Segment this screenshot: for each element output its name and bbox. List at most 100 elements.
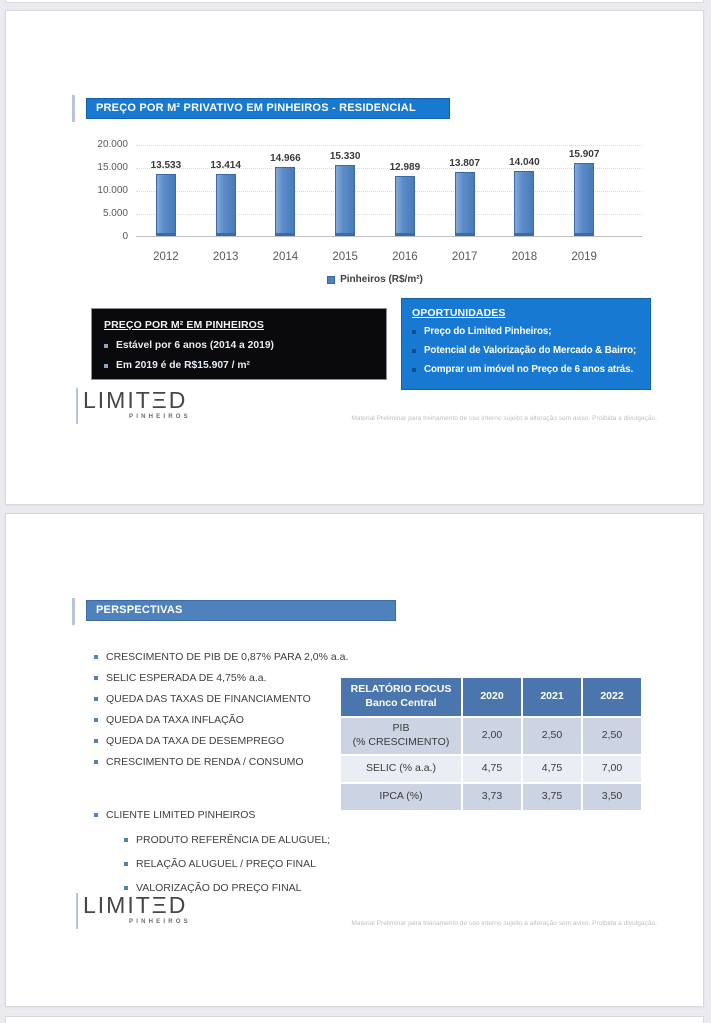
gridline	[136, 168, 642, 169]
bullet-text: SELIC ESPERADA DE 4,75% a.a.	[106, 672, 267, 684]
chart-bar-value-2014: 14.966	[270, 153, 301, 164]
chart-bar-2016	[394, 176, 415, 236]
gridline	[136, 145, 642, 146]
chart-bar-2015	[335, 165, 356, 236]
logo-text: LIMITΞD	[83, 387, 188, 413]
bullet-square-icon	[124, 862, 128, 866]
table-header-row: RELATÓRIO FOCUS Banco Central 2020 2021 2022	[341, 678, 641, 716]
bullet-square-icon	[104, 344, 108, 348]
limited-logo: LIMITΞD PINHEIROS	[83, 892, 191, 926]
chart-bar-2014	[275, 167, 296, 236]
x-tick-label-2017: 2017	[451, 251, 478, 263]
table-cell: 2,50	[523, 718, 581, 754]
chart-bar-2012	[155, 174, 176, 236]
bullet-item: CRESCIMENTO DE RENDA / CONSUMO	[94, 756, 349, 777]
table-cell: 3,73	[463, 784, 521, 810]
bullet-text: Em 2019 é de R$15.907 / m²	[116, 360, 250, 371]
previous-slide-edge	[5, 0, 704, 3]
gridline	[136, 214, 642, 215]
bullet-square-icon	[124, 886, 128, 890]
chart-bar-slot-2012: 13.533	[136, 145, 196, 236]
opportunities-title: OPORTUNIDADES	[412, 307, 506, 319]
bullet-item: Em 2019 é de R$15.907 / m²	[104, 360, 374, 371]
next-slide-edge	[5, 1016, 704, 1023]
bullet-text: QUEDA DAS TAXAS DE FINANCIAMENTO	[106, 693, 311, 705]
logo-text: LIMITΞD	[83, 892, 188, 918]
chart-bar-2017	[454, 172, 475, 236]
table-cell-line: PIB	[392, 722, 410, 735]
table-cell: PIB (% CRESCIMENTO)	[341, 718, 461, 754]
slide-1: PREÇO POR M² PRIVATIVO EM PINHEIROS - RE…	[5, 10, 704, 505]
bullet-item: SELIC ESPERADA DE 4,75% a.a.	[94, 672, 349, 693]
bullet-square-icon	[94, 718, 98, 722]
slide2-title-bar: PERSPECTIVAS	[86, 600, 396, 621]
slide1-title-bar: PREÇO POR M² PRIVATIVO EM PINHEIROS - RE…	[86, 98, 450, 119]
bullet-item: CRESCIMENTO DE PIB DE 0,87% PARA 2,0% a.…	[94, 651, 349, 672]
bullet-square-icon	[412, 368, 416, 372]
bullet-text: Estável por 6 anos (2014 a 2019)	[116, 340, 274, 351]
chart-bar-value-2018: 14.040	[509, 157, 540, 168]
x-tick-label-2019: 2019	[571, 251, 597, 263]
chart-bar-2019	[574, 163, 595, 236]
bullet-item: Potencial de Valorização do Mercado & Ba…	[412, 345, 640, 356]
chart-bar-slot-2017: 13.807	[435, 145, 495, 236]
client-sub-bullets: PRODUTO REFERÊNCIA DE ALUGUEL; RELAÇÃO AL…	[124, 834, 330, 906]
opportunities-box: OPORTUNIDADES Preço do Limited Pinheiros…	[401, 298, 651, 390]
bullet-item: QUEDA DA TAXA DE DESEMPREGO	[94, 735, 349, 756]
table-header-cell: 2022	[583, 678, 641, 716]
bullet-item: Estável por 6 anos (2014 a 2019)	[104, 340, 374, 351]
bullet-square-icon	[94, 697, 98, 701]
logo-subtext: PINHEIROS	[129, 414, 191, 420]
bullet-text: CLIENTE LIMITED PINHEIROS	[106, 809, 256, 821]
chart-bar-value-2017: 13.807	[449, 158, 480, 169]
bullet-square-icon	[104, 364, 108, 368]
chart-bar-value-2015: 15.330	[329, 151, 361, 162]
bullet-square-icon	[94, 676, 98, 680]
chart-bar-value-2013: 13.414	[210, 160, 241, 171]
chart-bar-slot-2018: 14.040	[495, 145, 555, 236]
chart-plot: 13.533 13.414 14.966 15.330 12.989 13.807 14.0…	[136, 145, 642, 237]
table-header-cell: RELATÓRIO FOCUS Banco Central	[341, 678, 461, 716]
y-tick-label: 0	[122, 231, 128, 242]
bullet-item: RELAÇÃO ALUGUEL / PREÇO FINAL	[124, 858, 330, 882]
x-tick-label-2013: 2013	[212, 251, 239, 263]
table-row: SELIC (% a.a.) 4,75 4,75 7,00	[341, 756, 641, 782]
y-tick-label: 10.000	[97, 185, 128, 196]
opportunities-bullets: Preço do Limited Pinheiros; Potencial de …	[412, 326, 640, 375]
bullet-item: VALORIZAÇÃO DO PREÇO FINAL	[124, 882, 330, 906]
bullet-square-icon	[94, 739, 98, 743]
bullet-text: QUEDA DA TAXA DE DESEMPREGO	[106, 735, 285, 747]
table-cell: 3,75	[523, 784, 581, 810]
table-row: PIB (% CRESCIMENTO) 2,00 2,50 2,50	[341, 718, 641, 754]
chart-y-axis: 20.000 15.000 10.000 5.000 0	[74, 11, 128, 311]
bullet-text: Potencial de Valorização do Mercado & Ba…	[424, 345, 637, 356]
bullet-text: CRESCIMENTO DE PIB DE 0,87% PARA 2,0% a.…	[106, 651, 349, 663]
black-info-box: PREÇO POR M² EM PINHEIROS Estável por 6 …	[91, 308, 387, 380]
table-cell: SELIC (% a.a.)	[341, 756, 461, 782]
table-cell: 3,50	[583, 784, 641, 810]
bullet-square-icon	[412, 349, 416, 353]
x-tick-label-2015: 2015	[332, 251, 358, 263]
y-tick-label: 15.000	[97, 162, 128, 173]
bullet-text: Comprar um imóvel no Preço de 6 anos atr…	[424, 364, 634, 375]
chart-bar-value-2016: 12.989	[389, 162, 421, 173]
title-accent-line	[72, 95, 75, 122]
logo-accent-line	[76, 893, 78, 929]
focus-table: RELATÓRIO FOCUS Banco Central 2020 2021 2022…	[341, 678, 641, 812]
bullet-item: QUEDA DAS TAXAS DE FINANCIAMENTO	[94, 693, 349, 714]
client-bullet: CLIENTE LIMITED PINHEIROS	[94, 809, 255, 821]
logo-accent-line	[76, 388, 78, 424]
table-cell-line: IPCA (%)	[379, 790, 423, 803]
chart-bar-2013	[215, 174, 236, 236]
table-cell: 7,00	[583, 756, 641, 782]
bullet-item: QUEDA DA TAXA INFLAÇÃO	[94, 714, 349, 735]
bullet-item: Preço do Limited Pinheiros;	[412, 326, 640, 337]
table-cell: 2,00	[463, 718, 521, 754]
x-tick-label-2012: 2012	[153, 251, 179, 263]
chart-bar-value-2012: 13.533	[150, 160, 182, 171]
limited-logo: LIMITΞD PINHEIROS	[83, 387, 191, 421]
chart-bar-value-2019: 15.907	[568, 149, 600, 160]
bullet-text: RELAÇÃO ALUGUEL / PREÇO FINAL	[136, 858, 316, 870]
disclaimer-text: Material Preliminar para treinamento de …	[351, 920, 657, 927]
